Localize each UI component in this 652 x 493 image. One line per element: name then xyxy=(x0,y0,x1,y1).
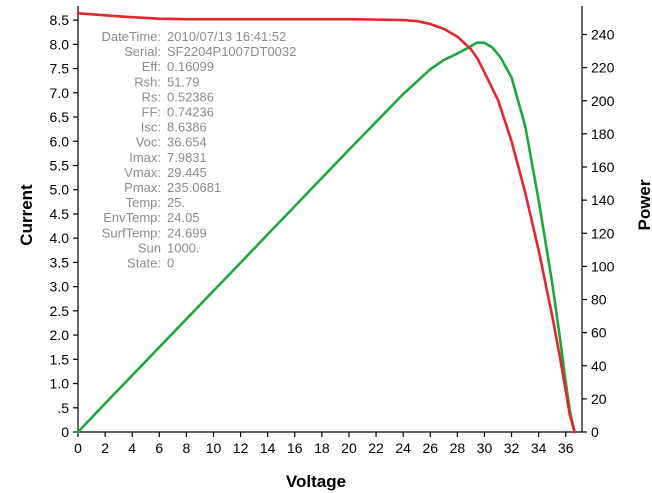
y-left-tick-label: 0 xyxy=(61,424,69,440)
info-key: SurfTemp: xyxy=(102,225,161,240)
info-key: Isc: xyxy=(141,120,161,135)
info-value: 0.16099 xyxy=(167,59,214,74)
y-left-tick-label: 1.0 xyxy=(50,376,70,392)
info-key: Rs: xyxy=(142,89,162,104)
y-right-tick-label: 140 xyxy=(591,192,615,208)
y-right-tick-label: 160 xyxy=(591,159,615,175)
x-tick-label: 22 xyxy=(368,440,384,456)
y-right-tick-label: 0 xyxy=(591,424,599,440)
x-tick-label: 16 xyxy=(287,440,303,456)
info-value: 51.79 xyxy=(167,74,200,89)
series-layer xyxy=(76,12,576,434)
axes-layer: 0 2 4 6 8 10 12 14 16 18 20 22 24 26 28 30 32 34 360.51.01… xyxy=(50,6,615,456)
info-key: FF: xyxy=(142,105,162,120)
info-value: 0.52386 xyxy=(167,89,214,104)
y-right-tick-label: 180 xyxy=(591,126,615,142)
x-tick-label: 20 xyxy=(341,440,357,456)
x-tick-label: 0 xyxy=(74,440,82,456)
info-value: 0.74236 xyxy=(167,105,214,120)
x-tick-label: 6 xyxy=(155,440,163,456)
y-left-tick-label: 8.0 xyxy=(50,36,70,52)
y-left-tick-label: 4.0 xyxy=(50,230,70,246)
y-left-axis-title: Current xyxy=(17,184,36,246)
x-axis-title: Voltage xyxy=(286,472,346,491)
x-tick-label: 30 xyxy=(477,440,493,456)
y-right-tick-label: 80 xyxy=(591,292,607,308)
y-left-tick-label: 6.0 xyxy=(50,133,70,149)
x-tick-label: 28 xyxy=(450,440,466,456)
x-tick-label: 4 xyxy=(128,440,136,456)
x-tick-label: 12 xyxy=(233,440,249,456)
x-tick-label: 10 xyxy=(206,440,222,456)
x-tick-label: 26 xyxy=(422,440,438,456)
x-tick-label: 18 xyxy=(314,440,330,456)
y-right-tick-label: 40 xyxy=(591,358,607,374)
info-key: Sun xyxy=(138,240,161,255)
info-value: 36.654 xyxy=(167,135,207,150)
y-right-tick-label: 200 xyxy=(591,93,615,109)
x-tick-label: 32 xyxy=(504,440,520,456)
x-tick-label: 34 xyxy=(531,440,547,456)
info-key: State: xyxy=(127,256,161,271)
info-value: SF2204P1007DT0032 xyxy=(167,44,296,59)
y-left-tick-label: 6.5 xyxy=(50,109,70,125)
y-left-tick-label: 5.5 xyxy=(50,157,70,173)
info-key: Pmax: xyxy=(124,180,161,195)
x-tick-label: 24 xyxy=(395,440,411,456)
y-right-tick-label: 60 xyxy=(591,325,607,341)
current-curve xyxy=(76,12,576,434)
info-panel: DateTime: 2010/07/13 16:41:52 Serial: SF220… xyxy=(102,29,297,271)
info-value: 25. xyxy=(167,195,185,210)
y-left-tick-label: 5.0 xyxy=(50,182,70,198)
y-left-tick-label: 8.5 xyxy=(50,12,70,28)
y-right-tick-label: 20 xyxy=(591,391,607,407)
y-right-tick-label: 100 xyxy=(591,258,615,274)
info-key: Imax: xyxy=(129,150,161,165)
info-value: 24.699 xyxy=(167,225,207,240)
info-key: Rsh: xyxy=(134,74,161,89)
info-key: Voc: xyxy=(136,135,161,150)
info-key: Serial: xyxy=(124,44,161,59)
y-left-tick-label: 7.0 xyxy=(50,85,70,101)
info-value: 2010/07/13 16:41:52 xyxy=(167,29,286,44)
y-right-tick-label: 220 xyxy=(591,60,615,76)
y-left-tick-label: 2.5 xyxy=(50,303,70,319)
info-key: Temp: xyxy=(126,195,161,210)
y-left-tick-label: 3.5 xyxy=(50,254,70,270)
info-key: EnvTemp: xyxy=(103,210,161,225)
info-key: Vmax: xyxy=(124,165,161,180)
x-tick-label: 8 xyxy=(182,440,190,456)
y-left-tick-label: .5 xyxy=(57,400,69,416)
y-right-tick-label: 240 xyxy=(591,27,615,43)
info-key: DateTime: xyxy=(102,29,161,44)
y-left-tick-label: 2.0 xyxy=(50,327,70,343)
y-right-tick-label: 120 xyxy=(591,225,615,241)
info-value: 29.445 xyxy=(167,165,207,180)
info-value: 8.6386 xyxy=(167,120,207,135)
info-key: Eff: xyxy=(142,59,161,74)
y-right-axis-title: Power xyxy=(635,179,652,230)
y-left-tick-label: 4.5 xyxy=(50,206,70,222)
y-left-tick-label: 3.0 xyxy=(50,279,70,295)
info-value: 0 xyxy=(167,256,174,271)
y-left-tick-label: 7.5 xyxy=(50,61,70,77)
info-value: 235.0681 xyxy=(167,180,221,195)
info-value: 1000. xyxy=(167,240,200,255)
power-curve xyxy=(76,41,576,434)
info-value: 24.05 xyxy=(167,210,200,225)
y-left-tick-label: 1.5 xyxy=(50,351,70,367)
x-tick-label: 2 xyxy=(101,440,109,456)
x-tick-label: 36 xyxy=(558,440,574,456)
info-value: 7.9831 xyxy=(167,150,207,165)
x-tick-label: 14 xyxy=(260,440,276,456)
